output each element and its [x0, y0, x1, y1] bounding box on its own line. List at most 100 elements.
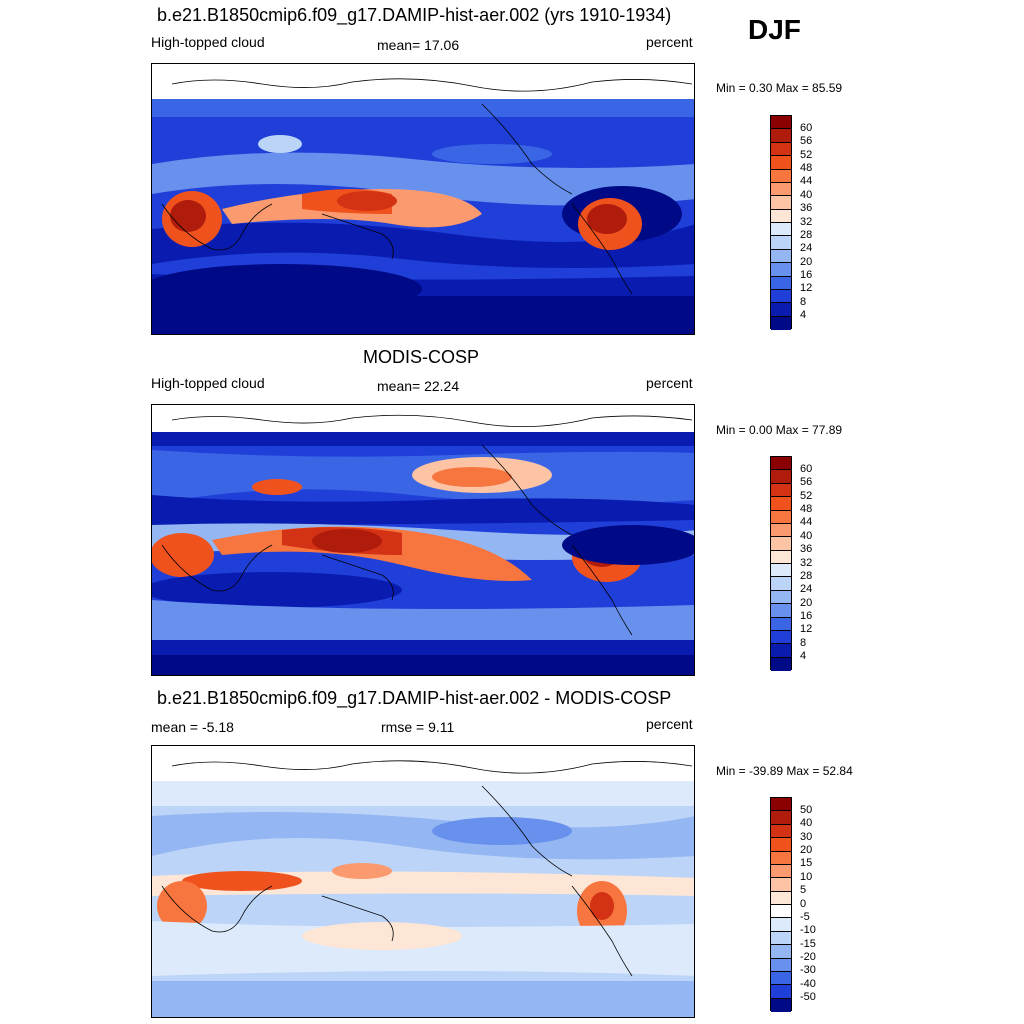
colorbar-tick-label: 12 [800, 623, 813, 636]
colorbar-swatch [771, 209, 791, 223]
colorbar-swatch [771, 182, 791, 197]
colorbar-swatch [771, 142, 791, 157]
colorbar-swatch [771, 811, 791, 825]
mean-label: mean= 22.24 [377, 378, 460, 394]
colorbar-swatch [771, 457, 791, 471]
colorbar-swatch [771, 798, 791, 812]
colorbar-swatch [771, 604, 791, 618]
colorbar-swatch [771, 196, 791, 210]
colorbar-tick-label: 60 [800, 462, 813, 475]
map-plot-model [151, 63, 695, 335]
colorbar-swatch [771, 223, 791, 237]
colorbar-swatch [771, 891, 791, 905]
colorbar-tick-label: 4 [800, 650, 807, 663]
panel-title: MODIS-COSP [363, 347, 480, 367]
colorbar-swatch [771, 851, 791, 865]
panel-title: b.e21.B1850cmip6.f09_g17.DAMIP-hist-aer.… [157, 688, 672, 708]
units-label: percent [646, 375, 693, 391]
colorbar-swatch [771, 303, 791, 317]
colorbar-tick-label: 56 [800, 476, 813, 489]
colorbar-swatch [771, 537, 791, 551]
season-label: DJF [748, 14, 801, 45]
colorbar-swatch [771, 824, 791, 839]
colorbar-tick-label: -15 [800, 937, 816, 950]
colorbar-swatch [771, 510, 791, 524]
minmax-label: Min = 0.30 Max = 85.59 [716, 81, 843, 95]
colorbar-tick-label: 48 [800, 503, 813, 515]
colorbar-tick-label: 4 [800, 309, 807, 322]
colorbar-tick-label: 32 [800, 215, 813, 228]
colorbar-tick-label: 8 [800, 636, 807, 649]
colorbar-tick-label: 16 [800, 269, 813, 281]
colorbar-swatch [771, 985, 791, 999]
colorbar-tick-label: -40 [800, 977, 816, 990]
colorbar-tick-label: 28 [800, 569, 813, 582]
colorbar-tick-label: 8 [800, 295, 807, 308]
colorbar-swatch [771, 129, 791, 143]
colorbar-tick-label: 40 [800, 188, 813, 201]
colorbar-swatch [771, 905, 791, 919]
colorbar-swatch [771, 523, 791, 538]
units-label: percent [646, 716, 693, 732]
minmax-label: Min = -39.89 Max = 52.84 [716, 764, 853, 778]
colorbar-tick-label: -5 [800, 910, 810, 923]
colorbar-swatch [771, 838, 791, 852]
colorbar-tick-label: 10 [800, 870, 813, 883]
colorbar-tick-label: 20 [800, 596, 813, 609]
colorbar-tick-label: 36 [800, 543, 813, 556]
variable-label: High-topped cloud [151, 34, 265, 50]
colorbar-swatch [771, 878, 791, 892]
colorbar-swatch [771, 864, 791, 879]
colorbar-observation [770, 456, 792, 671]
colorbar-tick-label: 36 [800, 202, 813, 215]
colorbar-swatch [771, 497, 791, 511]
mean-label: mean= 17.06 [377, 37, 460, 53]
colorbar-swatch [771, 918, 791, 932]
colorbar-swatch [771, 590, 791, 605]
colorbar-tick-label: 24 [800, 583, 813, 596]
minmax-label: Min = 0.00 Max = 77.89 [716, 423, 843, 437]
colorbar-tick-label: 15 [800, 857, 813, 870]
colorbar-swatch [771, 276, 791, 290]
colorbar-tick-label: 48 [800, 162, 813, 174]
colorbar-swatch [771, 931, 791, 946]
colorbar-tick-label: -30 [800, 964, 816, 977]
colorbar-tick-label: 52 [800, 489, 813, 502]
colorbar-swatch [771, 249, 791, 264]
colorbar-tick-label: 32 [800, 556, 813, 569]
map-plot-observation [151, 404, 695, 676]
colorbar-swatch [771, 156, 791, 170]
colorbar-tick-label: -20 [800, 951, 816, 963]
colorbar-tick-label: 44 [800, 175, 813, 188]
colorbar-tick-label: -10 [800, 924, 816, 937]
colorbar-tick-label: 60 [800, 121, 813, 134]
colorbar-swatch [771, 958, 791, 972]
colorbar-swatch [771, 971, 791, 986]
colorbar-swatch [771, 630, 791, 645]
colorbar-swatch [771, 483, 791, 498]
colorbar-tick-label: 16 [800, 610, 813, 622]
colorbar-tick-label: 40 [800, 817, 813, 830]
colorbar-tick-label: 56 [800, 135, 813, 148]
colorbar-swatch [771, 945, 791, 959]
colorbar-swatch [771, 116, 791, 130]
colorbar-swatch [771, 644, 791, 658]
colorbar-tick-label: 52 [800, 148, 813, 161]
colorbar-swatch [771, 316, 791, 330]
colorbar-tick-label: 30 [800, 830, 813, 843]
colorbar-difference [770, 797, 792, 1012]
colorbar-swatch [771, 617, 791, 631]
rmse-label: rmse = 9.11 [381, 719, 455, 735]
colorbar-swatch [771, 236, 791, 250]
map-plot-difference [151, 745, 695, 1018]
colorbar-tick-label: -50 [800, 991, 816, 1004]
panel-title: b.e21.B1850cmip6.f09_g17.DAMIP-hist-aer.… [157, 5, 672, 25]
colorbar-swatch [771, 564, 791, 578]
colorbar-tick-label: 0 [800, 897, 807, 910]
colorbar-model [770, 115, 792, 330]
colorbar-swatch [771, 289, 791, 304]
colorbar-swatch [771, 657, 791, 671]
colorbar-swatch [771, 550, 791, 564]
colorbar-swatch [771, 998, 791, 1012]
colorbar-tick-label: 28 [800, 228, 813, 241]
